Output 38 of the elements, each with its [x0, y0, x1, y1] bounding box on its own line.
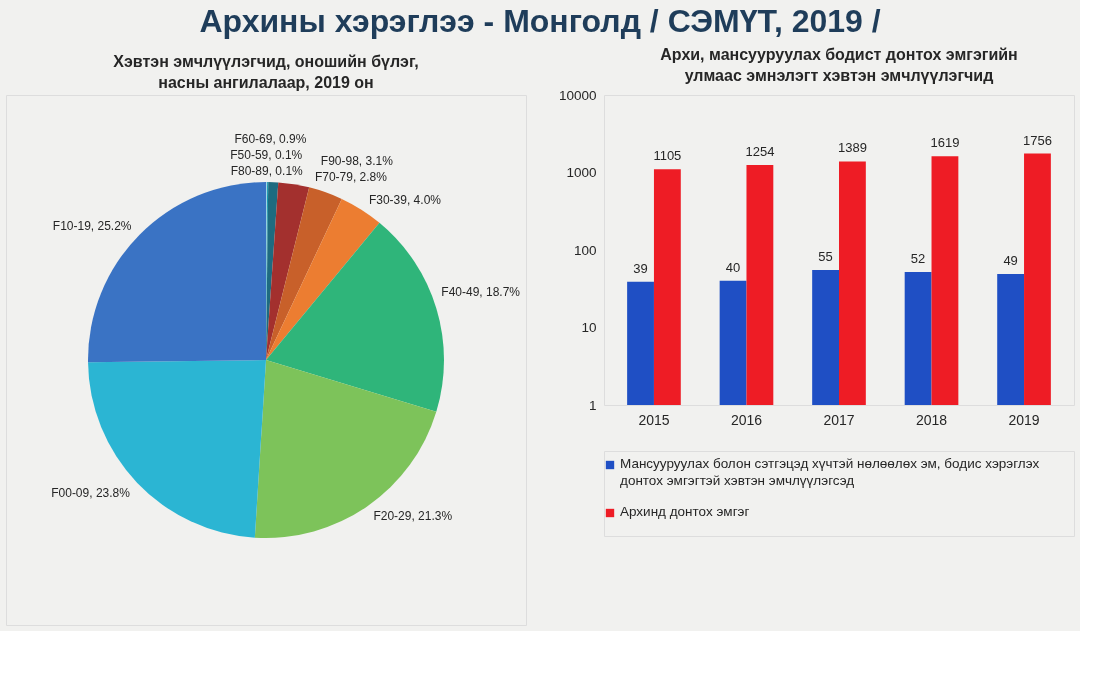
data-label: 52	[910, 251, 926, 267]
legend-label: Архинд донтох эмгэг	[620, 504, 750, 519]
slice-label: F20-29, 21.3%	[373, 509, 453, 524]
pie-slice	[266, 182, 310, 360]
pie-slice	[266, 222, 444, 412]
pie-slice	[266, 187, 342, 360]
slice-label: F00-09, 23.8%	[51, 485, 131, 500]
slice-label: F70-79, 2.8%	[314, 170, 388, 185]
slice-label: F50-59, 0.1%	[230, 147, 303, 162]
slice-label: F30-39, 4.0%	[368, 192, 442, 207]
chart-subtitle: Хэвтэн эмчлүүлэгчид, оношийн бүлэг, насны ангилалаар, 2019 он	[113, 53, 419, 91]
slice-label: F10-19, 25.2%	[52, 218, 132, 233]
data-label: 1105	[653, 148, 682, 164]
x-tick-label: 2019	[1008, 411, 1040, 428]
data-label: 39	[633, 260, 648, 276]
chart-title: Архи, мансууруулах бодист донтох эмгэгийн улмаас эмнэлэгт хэвтэн эмчлүүлэгчид	[660, 46, 1018, 84]
x-tick-label: 2018	[915, 411, 948, 428]
data-label: 1389	[837, 140, 867, 156]
x-tick-label: 2016	[730, 411, 763, 428]
data-label: 1619	[930, 135, 960, 151]
slice-label: F40-49, 18.7%	[441, 284, 521, 299]
data-label: 55	[818, 249, 833, 265]
y-tick-label: 100	[573, 242, 597, 258]
slice-label: F60-69, 0.9%	[234, 131, 307, 146]
legend-label: Мансууруулах болон сэтгэцэд хүчтэй нөлөөлөх эм, бодис хэрэглэх донтох эмгэгтэй хэвтэн эмчлүүлэгсэд	[620, 456, 1040, 488]
y-tick-label: 1000	[566, 165, 597, 180]
y-tick-label: 10	[581, 320, 597, 335]
x-tick-label: 2017	[823, 411, 855, 428]
data-label: 40	[725, 259, 741, 275]
chart-title: Архины хэрэглээ - Монголд / СЭМҮТ, 2019 /	[199, 2, 881, 39]
data-label: 49	[1003, 253, 1018, 269]
slice-label: F80-89, 0.1%	[230, 164, 304, 178]
slice-label: F90-98, 3.1%	[320, 154, 394, 169]
x-tick-label: 2015	[638, 411, 670, 428]
y-tick-label: 1	[588, 397, 597, 413]
data-label: 1756	[1022, 132, 1052, 148]
y-tick-label: 10000	[558, 87, 597, 103]
data-label: 1254	[745, 143, 775, 159]
